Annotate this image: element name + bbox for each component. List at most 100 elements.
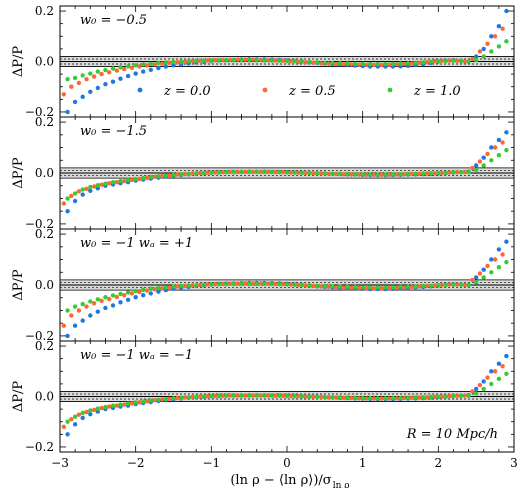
point-2-2-46 [413, 284, 418, 289]
point-0-2-19 [209, 58, 214, 63]
point-0-2-50 [443, 58, 449, 64]
point-2-2-13 [163, 285, 169, 290]
point-2-1-34 [318, 284, 324, 289]
point-3-2-41 [375, 396, 380, 401]
point-1-2-49 [436, 170, 441, 176]
point-3-2-20 [216, 393, 222, 399]
point-0-0-4 [95, 85, 101, 91]
point-1-1-46 [409, 171, 415, 177]
point-3-0-56 [489, 369, 494, 374]
point-0-2-42 [383, 61, 388, 67]
point-3-2-21 [224, 393, 229, 398]
point-1-1-50 [439, 170, 445, 176]
point-3-2-10 [141, 399, 146, 404]
point-3-1-23 [235, 393, 240, 398]
point-1-1-29 [281, 170, 286, 175]
point-2-2-42 [383, 285, 388, 290]
point-2-1-38 [349, 285, 354, 290]
point-1-0-55 [481, 155, 486, 160]
point-1-1-43 [386, 172, 392, 177]
point-2-2-19 [209, 282, 214, 287]
point-3-1-16 [182, 395, 187, 400]
point-3-2-17 [194, 394, 199, 399]
point-3-2-45 [405, 395, 411, 400]
point-2-1-58 [500, 252, 505, 257]
point-3-1-15 [175, 395, 180, 401]
point-1-2-41 [375, 172, 380, 177]
point-3-1-32 [303, 394, 309, 399]
point-0-1-55 [477, 49, 483, 54]
point-3-2-25 [254, 393, 259, 398]
point-2-2-15 [178, 283, 184, 289]
point-1-1-2 [76, 189, 82, 194]
point-1-1-40 [364, 172, 369, 177]
point-1-1-44 [394, 172, 399, 177]
point-2-2-48 [428, 283, 433, 288]
point-1-2-18 [201, 170, 206, 176]
y-axis-label: ΔP/P [11, 46, 26, 78]
point-2-1-44 [394, 285, 399, 290]
point-2-1-35 [326, 284, 331, 289]
point-2-2-35 [330, 284, 335, 289]
point-2-2-20 [216, 282, 222, 287]
point-1-1-30 [288, 170, 293, 175]
point-3-2-14 [171, 396, 176, 401]
point-0-2-18 [201, 58, 206, 63]
point-1-2-9 [133, 176, 138, 182]
point-2-1-26 [258, 281, 263, 286]
point-2-1-20 [212, 282, 218, 287]
point-1-2-52 [458, 170, 464, 175]
point-0-1-0 [61, 92, 66, 97]
xtick-label: 2 [435, 456, 443, 470]
point-2-1-7 [114, 294, 120, 300]
point-2-0-7 [118, 300, 123, 305]
point-3-1-31 [296, 394, 301, 399]
point-1-2-21 [224, 170, 229, 175]
point-0-1-24 [243, 57, 248, 62]
x-axis-label: (ln ρ − ⟨ln ρ⟩)/σ [230, 473, 331, 488]
point-2-1-22 [228, 281, 233, 286]
point-3-0-57 [496, 361, 502, 366]
point-0-2-54 [474, 58, 479, 63]
point-3-1-47 [417, 395, 422, 400]
point-1-2-39 [360, 172, 365, 177]
point-0-1-12 [152, 62, 157, 67]
point-2-2-52 [458, 282, 464, 287]
point-2-1-52 [455, 282, 460, 287]
point-3-2-52 [458, 393, 464, 399]
point-2-1-45 [402, 285, 407, 290]
point-1-2-42 [383, 172, 388, 177]
point-2-2-54 [474, 280, 479, 285]
point-3-2-31 [299, 394, 305, 399]
point-0-1-49 [432, 59, 437, 64]
point-1-1-39 [356, 172, 362, 177]
point-0-2-56 [489, 49, 494, 54]
point-1-2-56 [489, 158, 494, 163]
legend-marker-2 [387, 87, 393, 93]
point-1-0-56 [489, 145, 494, 150]
point-0-1-53 [462, 59, 467, 64]
point-1-1-22 [228, 169, 233, 175]
ytick-label: 0.2 [35, 115, 54, 129]
point-2-2-50 [443, 282, 449, 288]
point-2-2-44 [398, 284, 403, 290]
point-0-1-9 [129, 65, 135, 71]
point-2-1-29 [281, 282, 286, 287]
panel-annotation: w₀ = −0.5 [80, 13, 147, 28]
point-0-1-51 [447, 58, 452, 63]
point-3-1-46 [409, 395, 415, 400]
point-3-2-49 [436, 394, 441, 399]
point-2-1-43 [386, 285, 392, 291]
point-0-2-32 [307, 59, 312, 65]
point-2-2-21 [224, 282, 229, 287]
point-0-2-29 [284, 58, 290, 64]
point-0-1-42 [379, 62, 384, 68]
point-2-2-12 [156, 285, 161, 291]
point-2-1-10 [137, 289, 142, 295]
point-2-1-3 [84, 304, 89, 309]
point-3-2-1 [72, 414, 78, 419]
point-1-1-48 [424, 171, 430, 176]
point-2-0-11 [148, 291, 153, 296]
point-0-2-2 [80, 73, 85, 78]
